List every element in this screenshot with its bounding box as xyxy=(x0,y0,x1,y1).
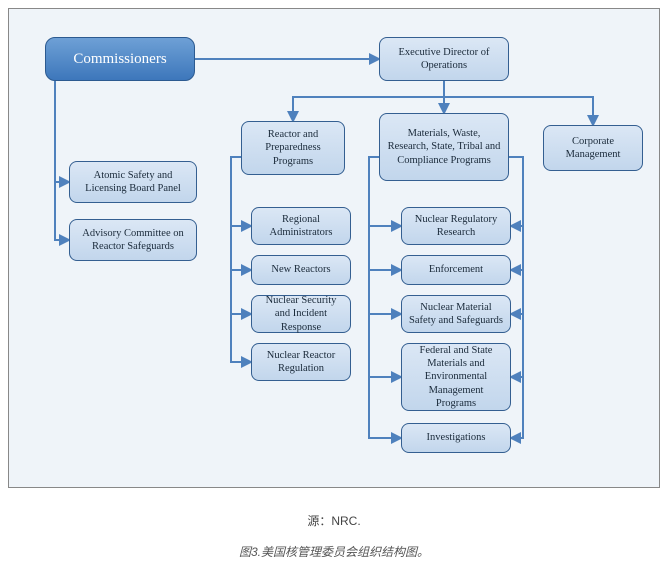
figure-caption: 图3.美国核管理委员会组织结构图。 xyxy=(8,543,660,560)
node-nrr: Nuclear Reactor Regulation xyxy=(251,343,351,381)
node-fsme: Federal and State Materials and Environm… xyxy=(401,343,511,411)
edge-mwrs-fsme xyxy=(509,157,523,377)
edge-mwrs-inv xyxy=(369,157,401,438)
edge-rpp-nrr xyxy=(231,157,251,362)
node-nrresearch: Nuclear Regulatory Research xyxy=(401,207,511,245)
node-newr: New Reactors xyxy=(251,255,351,285)
node-nsir: Nuclear Security and Incident Response xyxy=(251,295,351,333)
node-mwrs: Materials, Waste, Research, State, Triba… xyxy=(379,113,509,181)
caption-area: 源：NRC. 图3.美国核管理委员会组织结构图。 xyxy=(8,512,660,560)
org-chart-frame: Commissioners Executive Director of Opera… xyxy=(8,8,660,488)
node-rpp: Reactor and Preparedness Programs xyxy=(241,121,345,175)
node-enf: Enforcement xyxy=(401,255,511,285)
node-corp: Corporate Management xyxy=(543,125,643,171)
edge-rpp-nsir xyxy=(231,157,251,314)
edge-mwrs-enf xyxy=(509,157,523,270)
node-edo: Executive Director of Operations xyxy=(379,37,509,81)
node-acrs: Advisory Committee on Reactor Safeguards xyxy=(69,219,197,261)
node-aslbp: Atomic Safety and Licensing Board Panel xyxy=(69,161,197,203)
node-nmss: Nuclear Material Safety and Safeguards xyxy=(401,295,511,333)
edge-commissioners-acrs xyxy=(55,81,69,240)
edge-commissioners-aslbp xyxy=(55,81,69,182)
edge-mwrs-fsme xyxy=(369,157,401,377)
edge-mwrs-nrresearch xyxy=(509,157,523,226)
node-inv: Investigations xyxy=(401,423,511,453)
edge-mwrs-nmss xyxy=(509,157,523,314)
node-regadm: Regional Administrators xyxy=(251,207,351,245)
source-text: 源：NRC. xyxy=(8,512,660,529)
edge-mwrs-inv xyxy=(509,157,523,438)
node-commissioners: Commissioners xyxy=(45,37,195,81)
